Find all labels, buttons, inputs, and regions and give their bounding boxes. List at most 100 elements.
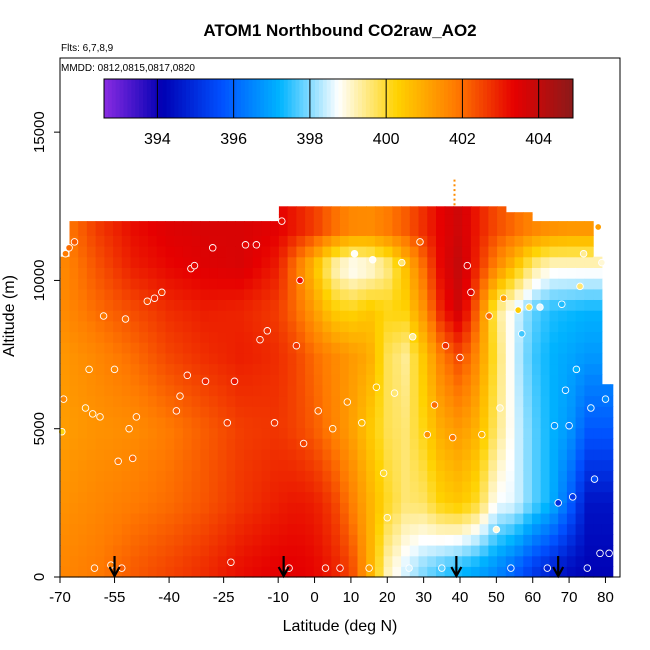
heatmap-cell [261,221,271,226]
heatmap-cell [418,246,428,258]
heatmap-cell [305,235,315,247]
heatmap-cell [409,502,420,514]
colorbar-segment [291,79,297,118]
sample-point [256,335,264,344]
heatmap-cell [575,267,585,279]
heatmap-cell [305,448,315,461]
heatmap-cell [78,448,88,461]
heatmap-cell [479,278,489,290]
flights-label: Flts: 6,7,8,9 [61,43,114,54]
heatmap-cell [235,459,245,471]
heatmap-cell [479,566,489,578]
heatmap-cell [182,384,193,397]
heatmap-cell [383,342,393,354]
heatmap-cell [104,459,114,471]
heatmap-cell [401,555,411,567]
heatmap-cell [322,374,332,386]
heatmap-cell [78,395,88,407]
heatmap-cell [235,406,245,418]
heatmap-cell [392,534,402,546]
heatmap-cell [331,480,341,493]
heatmap-cell [470,545,481,557]
colorbar-segment [205,79,211,118]
colorbar-segment [275,79,281,118]
heatmap-cell [470,320,481,333]
heatmap-cell [340,545,350,557]
heatmap-cell [270,384,280,397]
heatmap-cell [532,545,542,557]
heatmap-cell [348,470,358,482]
heatmap-cell [418,267,428,279]
heatmap-cell [148,512,158,525]
heatmap-cell [348,278,358,290]
heatmap-cell [270,523,280,535]
heatmap-cell [209,278,219,290]
y-tick-label: 0 [31,573,48,581]
heatmap-cell [287,320,297,333]
heatmap-cell [436,555,446,567]
heatmap-cell [130,352,140,365]
heatmap-cell [130,320,140,333]
heatmap-cell [409,406,420,418]
heatmap-cell [261,288,271,300]
heatmap-cell [60,363,70,375]
heatmap-cell [392,502,402,514]
heatmap-cell [383,395,393,407]
heatmap-cell [357,459,367,471]
heatmap-cell [392,320,402,333]
heatmap-cell [444,534,454,546]
heatmap-cell [348,384,358,397]
heatmap-cell [566,523,577,535]
heatmap-cell [340,427,350,439]
heatmap-cell [305,352,315,365]
heatmap-cell [191,545,201,557]
heatmap-cell [244,512,254,525]
heatmap-cell [479,438,489,450]
heatmap-cell [505,374,516,386]
heatmap-cell [322,416,332,429]
heatmap-cell [209,427,219,439]
heatmap-cell [558,523,568,535]
heatmap-cell [287,374,297,386]
heatmap-cell [252,512,262,525]
heatmap-cell [436,470,446,482]
heatmap-cell [182,246,193,258]
heatmap-cell [523,246,533,258]
heatmap-cell [287,246,297,258]
heatmap-cell [532,502,542,514]
heatmap-cell [86,246,97,258]
heatmap-cell [340,310,350,322]
heatmap-cell [505,331,516,343]
heatmap-cell [462,374,472,386]
heatmap-cell [593,363,603,375]
heatmap-cell [200,384,210,397]
heatmap-cell [235,374,245,386]
heatmap-cell [479,214,489,226]
heatmap-cell [366,512,376,525]
heatmap-cell [104,395,114,407]
heatmap-cell [313,352,324,365]
heatmap-cell [409,512,420,525]
heatmap-cell [427,523,437,535]
heatmap-cell [69,331,79,343]
heatmap-cell [313,480,324,493]
heatmap-cell [514,363,524,375]
sample-point [543,564,552,572]
heatmap-cell [209,438,219,450]
heatmap-cell [278,480,289,493]
heatmap-cell [348,352,358,365]
heatmap-cell [470,491,481,503]
heatmap-cell [488,395,498,407]
heatmap-cell [60,480,70,493]
heatmap-cell [121,523,132,535]
heatmap-cell [340,459,350,471]
heatmap-cell [305,512,315,525]
heatmap-cell [357,512,367,525]
heatmap-cell [235,224,245,236]
heatmap-cell [86,342,97,354]
heatmap-cell [348,267,358,279]
heatmap-cell [462,448,472,461]
heatmap-cell [383,278,393,290]
heatmap-cell [191,523,201,535]
heatmap-cell [78,416,88,429]
